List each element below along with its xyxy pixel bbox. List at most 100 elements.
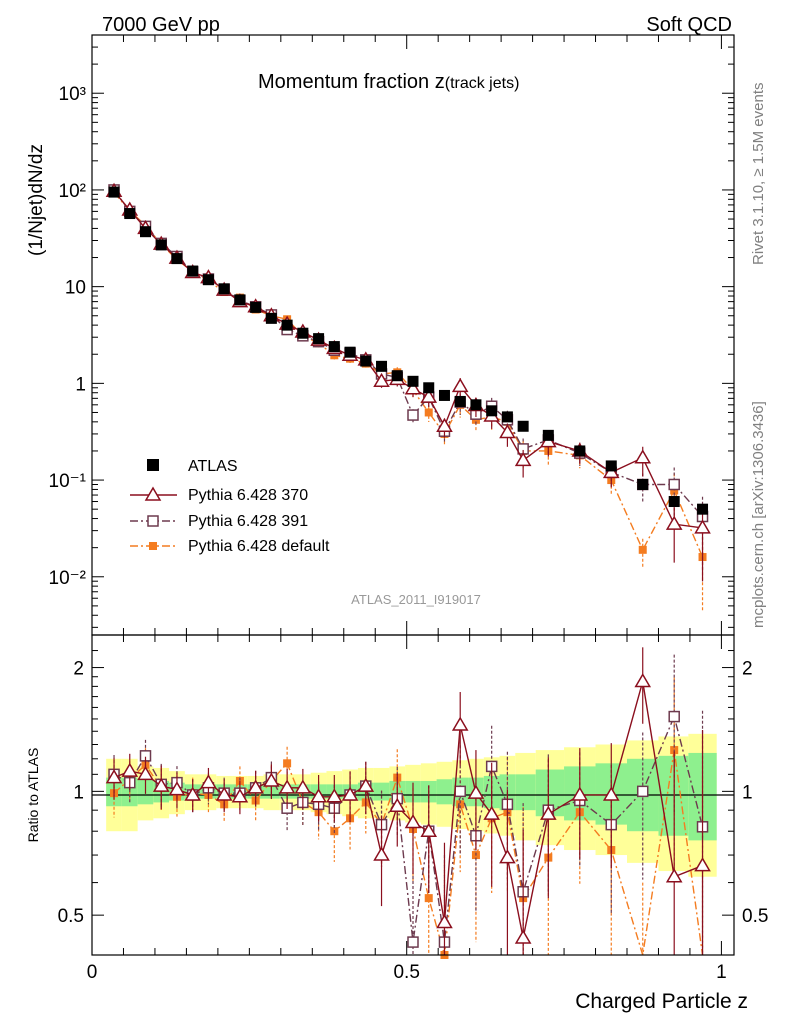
main-point: [499, 424, 516, 439]
main-point: [234, 294, 246, 306]
main-point: [424, 408, 433, 417]
ratio-point: [514, 929, 532, 944]
main-point: [665, 515, 683, 530]
legend-label-default: Pythia 6.428 default: [188, 538, 330, 555]
main-point: [638, 545, 647, 554]
x-axis-label: Charged Particle z: [575, 990, 748, 1013]
ratio-point: [278, 779, 296, 794]
ratio-tick-label-right: 1: [742, 782, 753, 803]
main-point: [407, 409, 419, 421]
y-tick-label: 10⁻²: [49, 568, 87, 589]
ratio-tick-label: 2: [73, 659, 84, 680]
ratio-point: [326, 788, 343, 803]
main-point: [501, 411, 513, 423]
main-point: [574, 445, 586, 457]
ratio-point: [454, 785, 466, 798]
main-point: [451, 377, 469, 393]
ratio-point: [388, 797, 406, 812]
legend-marker-370: [144, 486, 162, 501]
y-axis-label: (1/Njet)dN/dz: [26, 144, 47, 256]
main-point: [454, 395, 466, 407]
ratio-point: [540, 805, 557, 820]
legend-marker-default: [149, 542, 157, 550]
main-point: [517, 420, 529, 432]
main-series: [108, 186, 709, 515]
mcplots-label: mcplots.cern.ch [arXiv:1306.3436]: [750, 401, 767, 628]
ratio-tick-label-right: 0.5: [742, 906, 768, 927]
main-point: [376, 360, 388, 372]
ratio-tick-label: 0.5: [58, 906, 84, 927]
y-tick-label: 10²: [59, 181, 86, 202]
band-inner-bin: [515, 774, 536, 811]
ratio-point: [184, 786, 202, 801]
main-point: [218, 283, 230, 295]
main-point: [187, 265, 199, 277]
main-point: [423, 382, 435, 394]
x-tick-label: 0: [87, 962, 98, 983]
main-point: [391, 370, 403, 382]
main-point: [171, 253, 183, 265]
ratio-point: [571, 786, 589, 801]
ratio-point: [294, 779, 312, 794]
band-inner-bin: [658, 755, 689, 836]
ratio-point: [231, 788, 249, 803]
ratio-y-ticks: 0.5 0.5 1 1 2 2: [58, 650, 768, 927]
main-point: [281, 319, 293, 331]
ratio-band: [106, 733, 717, 877]
ratio-point: [436, 913, 453, 929]
ratio-point: [373, 846, 390, 861]
main-point: [108, 186, 120, 198]
ratio-point: [694, 857, 711, 872]
main-point: [373, 372, 390, 388]
ratio-point: [200, 774, 217, 789]
ratio-point: [602, 786, 620, 801]
main-point: [202, 274, 214, 286]
ratio-point: [634, 672, 652, 688]
main-point: [605, 460, 617, 472]
main-point: [637, 478, 649, 490]
main-point: [668, 496, 680, 508]
legend: ATLAS Pythia 6.428 370 Pythia 6.428 391 …: [130, 458, 330, 555]
ratio-marks: [105, 647, 711, 959]
main-point: [328, 341, 340, 353]
rivet-label: Rivet 3.1.10, ≥ 1.5M events: [750, 83, 767, 266]
main-point: [404, 380, 422, 395]
ratio-x-ticks: 0 0.5 1: [87, 635, 727, 983]
legend-marker-atlas: [147, 459, 159, 471]
plot-title: Momentum fraction z(track jets): [258, 71, 519, 93]
ratio-tick-label: 1: [73, 782, 84, 803]
main-point: [313, 333, 325, 345]
ratio-point: [636, 785, 649, 798]
x-tick-label: 1: [716, 962, 727, 983]
ratio-point: [341, 786, 359, 801]
main-point: [407, 375, 419, 387]
ratio-point: [467, 784, 485, 799]
main-point: [360, 355, 372, 367]
ratio-point: [483, 805, 500, 820]
ratio-point: [310, 788, 327, 803]
analysis-watermark: ATLAS_2011_I919017: [351, 592, 481, 607]
main-x-ticks: [91, 35, 722, 635]
main-point: [670, 486, 679, 495]
header-right: Soft QCD: [646, 14, 732, 36]
main-point: [697, 503, 709, 515]
legend-label-370: Pythia 6.428 370: [188, 487, 308, 504]
ratio-point: [215, 786, 233, 801]
ratio-point: [137, 765, 154, 781]
ratio-axis-label: Ratio to ATLAS: [25, 748, 41, 843]
y-tick-label: 10: [65, 278, 86, 299]
main-point: [420, 388, 438, 403]
x-tick-label: 0.5: [393, 962, 419, 983]
main-marks: [105, 182, 711, 611]
ratio-point: [499, 849, 516, 864]
main-point: [436, 417, 453, 433]
main-panel: 10⁻² 10⁻¹ 1 10 10² 10³ Momentum fraction z(tr…: [49, 34, 735, 636]
main-point: [140, 226, 151, 238]
main-point: [265, 312, 277, 324]
main-point: [694, 519, 711, 534]
y-tick-label: 10³: [59, 84, 86, 105]
header-left: 7000 GeV pp: [102, 14, 220, 36]
ratio-point: [407, 936, 419, 948]
